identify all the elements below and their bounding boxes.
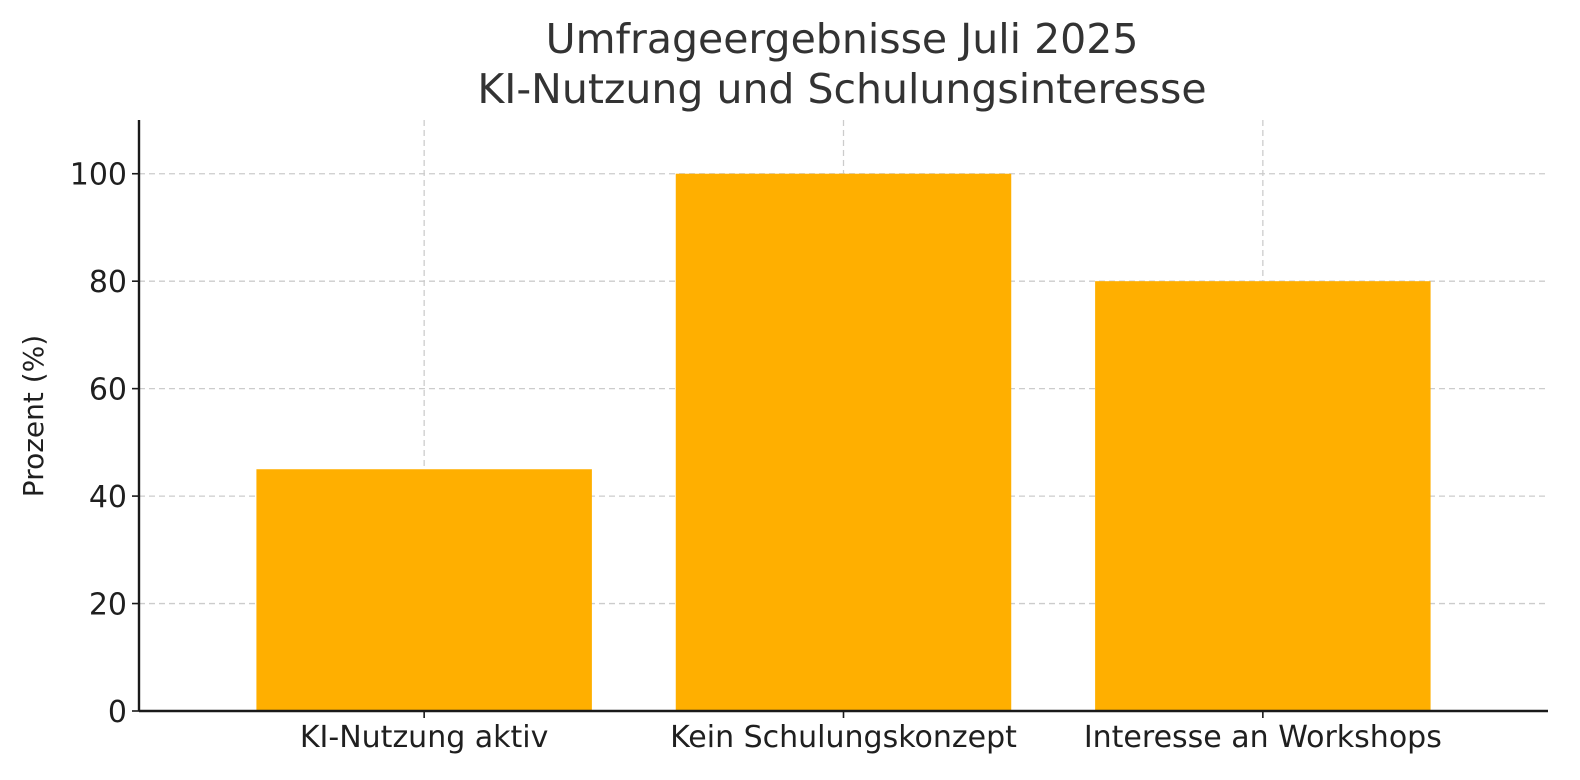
y-axis-label: Prozent (%): [17, 335, 50, 497]
chart-title-line-2: KI-Nutzung und Schulungsinteresse: [477, 65, 1206, 113]
bars: [256, 173, 1431, 711]
y-tick-label: 100: [70, 158, 127, 193]
y-tick-label: 0: [108, 695, 127, 730]
y-tick-label: 20: [89, 588, 127, 623]
y-tick-label: 80: [89, 265, 127, 300]
x-tick-label: Kein Schulungskonzept: [670, 720, 1017, 755]
x-tick-label: KI-Nutzung aktiv: [300, 720, 549, 755]
chart-title: Umfrageergebnisse Juli 2025 KI-Nutzung u…: [477, 15, 1206, 113]
x-tick-label: Interesse an Workshops: [1084, 720, 1442, 755]
y-axis-ticks: 0 20 40 60 80 100: [70, 158, 139, 730]
bar: [1095, 281, 1431, 711]
y-tick-label: 60: [89, 373, 127, 408]
bar: [256, 469, 592, 711]
x-axis-ticks: KI-Nutzung aktiv Kein Schulungskonzept Int…: [300, 711, 1442, 755]
y-tick-label: 40: [89, 480, 127, 515]
bar: [675, 173, 1012, 711]
chart-title-line-1: Umfrageergebnisse Juli 2025: [546, 15, 1139, 63]
